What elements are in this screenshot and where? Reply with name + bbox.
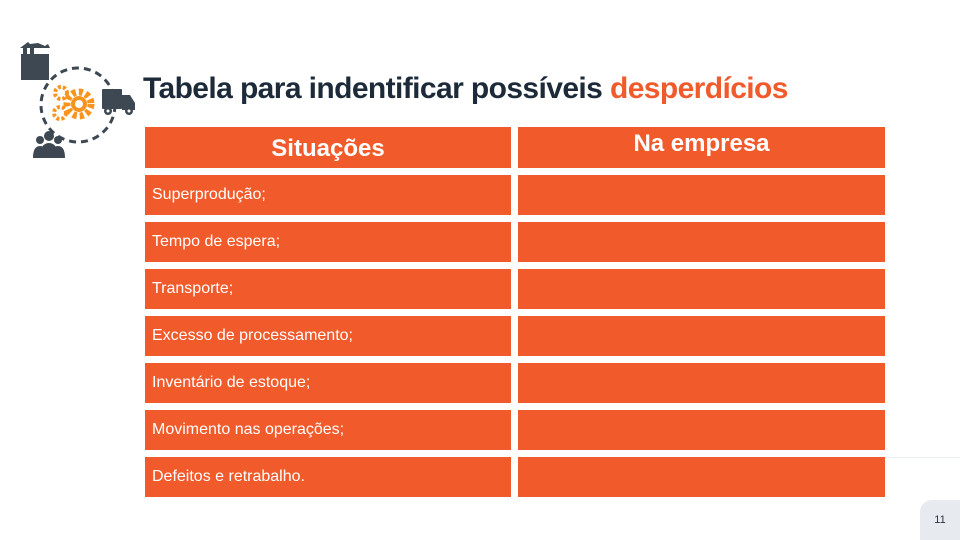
table-row-situation: Movimento nas operações; bbox=[145, 410, 511, 450]
table-row-company-cell bbox=[518, 363, 885, 403]
table-row-situation: Defeitos e retrabalho. bbox=[145, 457, 511, 497]
table-row-company-cell bbox=[518, 222, 885, 262]
table-row-situation: Transporte; bbox=[145, 269, 511, 309]
page-number: 11 bbox=[920, 500, 960, 540]
table-row-company-cell bbox=[518, 175, 885, 215]
footer-divider bbox=[885, 457, 960, 458]
table-row-company-cell bbox=[518, 457, 885, 497]
header-situacoes: Situações bbox=[145, 127, 511, 168]
table-row-situation: Superprodução; bbox=[145, 175, 511, 215]
truck-icon bbox=[102, 89, 135, 115]
table-row-company-cell bbox=[518, 410, 885, 450]
process-cycle-logo bbox=[20, 42, 135, 158]
table-row-situation: Excesso de processamento; bbox=[145, 316, 511, 356]
people-icon bbox=[33, 131, 65, 158]
title-text: Tabela para indentificar possíveis bbox=[143, 72, 610, 105]
header-label: Situações bbox=[271, 135, 385, 162]
header-na-empresa: Na empresa bbox=[518, 127, 885, 168]
table-row-company-cell bbox=[518, 269, 885, 309]
table-row-situation: Inventário de estoque; bbox=[145, 363, 511, 403]
slide-title: Tabela para indentificar possíveis despe… bbox=[143, 72, 788, 106]
table-row-company-cell bbox=[518, 316, 885, 356]
title-accent-text: desperdícios bbox=[609, 72, 788, 105]
table-row-situation: Tempo de espera; bbox=[145, 222, 511, 262]
factory-icon bbox=[20, 42, 50, 80]
gears-icon bbox=[52, 85, 95, 121]
header-label: Na empresa bbox=[633, 130, 770, 157]
